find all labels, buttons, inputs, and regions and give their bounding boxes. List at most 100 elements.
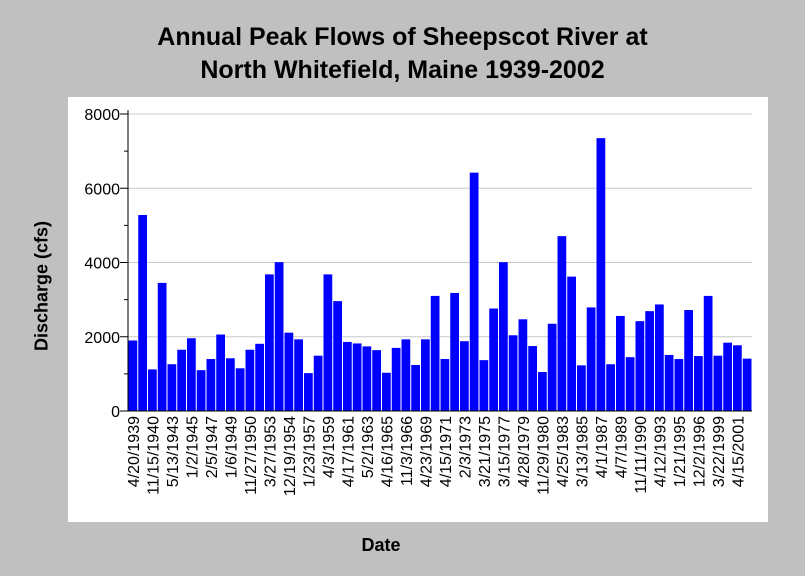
bar xyxy=(304,373,313,411)
y-tick-label: 8000 xyxy=(84,107,120,124)
x-tick-label: 4/17/1961 xyxy=(340,416,357,487)
bar xyxy=(274,262,284,411)
bar xyxy=(235,368,245,411)
bar xyxy=(352,343,362,411)
bar xyxy=(157,282,167,411)
x-tick-labels: 4/20/1939 11/15/1940 5/13/1943 1/2/1945 2/5/… xyxy=(126,416,748,496)
x-tick-label: 3/15/1977 xyxy=(496,416,513,487)
bar xyxy=(625,357,635,411)
x-tick-label: 4/28/1979 xyxy=(516,416,533,487)
bar xyxy=(265,274,274,411)
bar xyxy=(479,360,489,411)
bar xyxy=(645,311,654,411)
bar xyxy=(742,358,752,411)
bar xyxy=(703,295,713,411)
bar xyxy=(684,310,693,411)
bar xyxy=(187,338,196,411)
bar xyxy=(577,365,586,411)
x-tick-label: 1/23/1957 xyxy=(301,416,318,487)
x-tick-label: 12/19/1954 xyxy=(282,416,299,496)
x-axis-label: Date xyxy=(361,535,401,555)
x-tick-label: 2/3/1973 xyxy=(457,416,474,478)
bar xyxy=(382,372,391,411)
x-tick-label: 3/22/1999 xyxy=(711,416,728,487)
bar xyxy=(664,354,674,411)
bar xyxy=(538,372,547,411)
bar xyxy=(557,236,567,411)
x-tick-label: 1/6/1949 xyxy=(223,416,240,478)
bar xyxy=(148,369,157,411)
x-tick-label: 4/16/1965 xyxy=(379,416,396,487)
x-tick-label: 4/7/1989 xyxy=(613,416,630,478)
bar xyxy=(469,172,479,411)
bars xyxy=(128,138,752,411)
x-tick-label: 1/21/1995 xyxy=(672,416,689,487)
x-tick-label: 11/11/1990 xyxy=(633,416,650,494)
bar xyxy=(391,347,401,411)
bar xyxy=(450,292,459,411)
bar xyxy=(547,323,557,411)
x-tick-label: 1/2/1945 xyxy=(184,416,201,478)
bar xyxy=(694,356,703,411)
y-tick-label: 6000 xyxy=(84,181,120,198)
bar xyxy=(674,359,684,411)
bar xyxy=(372,350,381,411)
bar xyxy=(167,364,177,411)
bar xyxy=(177,349,186,411)
x-tick-label: 4/15/2001 xyxy=(730,416,747,487)
bar xyxy=(196,370,206,411)
axes xyxy=(120,110,752,412)
x-tick-label: 4/15/1971 xyxy=(438,416,455,487)
bar xyxy=(421,339,430,411)
bar xyxy=(401,339,411,411)
x-tick-label: 4/25/1983 xyxy=(555,416,572,487)
bar xyxy=(508,335,518,411)
bar xyxy=(567,276,576,411)
bar xyxy=(733,345,742,411)
bar xyxy=(460,341,469,411)
y-tick-label: 0 xyxy=(111,404,120,421)
bar xyxy=(616,315,625,411)
x-tick-label: 2/5/1947 xyxy=(204,416,221,478)
bar xyxy=(489,308,498,411)
x-tick-label: 4/3/1959 xyxy=(321,416,338,478)
bar xyxy=(284,332,294,411)
x-tick-label: 3/13/1985 xyxy=(574,416,591,487)
x-tick-label: 5/13/1943 xyxy=(165,416,182,487)
bar xyxy=(723,342,732,411)
bar xyxy=(518,319,528,411)
bar xyxy=(294,339,303,411)
bar xyxy=(138,214,147,411)
x-tick-label: 12/2/1996 xyxy=(691,416,708,487)
y-tick-labels: 0 2000 4000 6000 8000 xyxy=(84,107,120,421)
x-tick-label: 4/20/1939 xyxy=(126,416,143,487)
x-tick-label: 4/12/1993 xyxy=(652,416,669,487)
x-tick-label: 11/29/1980 xyxy=(535,416,552,495)
bar xyxy=(655,304,664,411)
bar xyxy=(128,340,138,411)
bar xyxy=(362,346,372,411)
bar xyxy=(499,262,508,411)
bar xyxy=(226,358,235,411)
bar xyxy=(635,321,645,411)
bar xyxy=(343,341,352,411)
bar xyxy=(430,295,440,411)
x-tick-label: 11/15/1940 xyxy=(145,416,162,495)
bar xyxy=(313,355,323,411)
bar xyxy=(333,301,342,411)
chart-title-line1: Annual Peak Flows of Sheepscot River at xyxy=(157,23,648,51)
bar xyxy=(245,349,255,411)
bar xyxy=(323,274,333,411)
bar xyxy=(216,334,225,411)
bar xyxy=(255,343,264,411)
x-tick-label: 4/23/1969 xyxy=(418,416,435,487)
bar xyxy=(713,355,723,411)
bar xyxy=(586,307,596,411)
x-tick-label: 5/2/1963 xyxy=(360,416,377,478)
bar xyxy=(440,359,450,411)
chart-title-line2: North Whitefield, Maine 1939-2002 xyxy=(200,56,605,84)
plot-area-panel xyxy=(68,97,768,522)
bar xyxy=(596,138,606,411)
x-tick-label: 3/27/1953 xyxy=(262,416,279,487)
